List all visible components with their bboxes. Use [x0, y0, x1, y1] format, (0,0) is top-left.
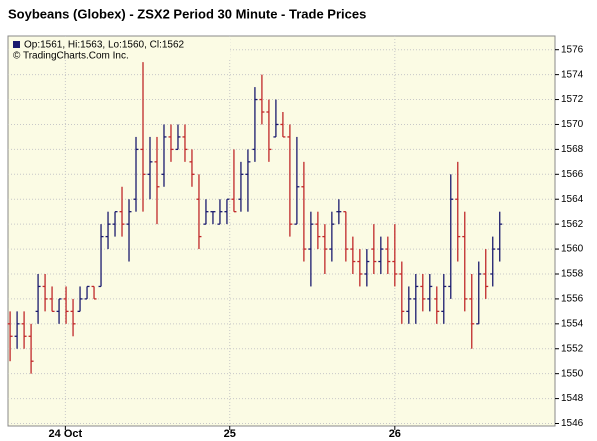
x-tick-label: 24 Oct — [49, 428, 83, 440]
y-tick-label: 1576 — [561, 44, 584, 55]
y-tick-label: 1568 — [561, 144, 584, 155]
x-tick-label: 25 — [224, 428, 236, 440]
y-tick-label: 1562 — [561, 219, 584, 230]
legend-text: Op:1561, Hi:1563, Lo:1560, Cl:1562 — [24, 40, 185, 51]
y-tick-label: 1554 — [561, 318, 584, 329]
y-tick-label: 1560 — [561, 244, 584, 255]
legend-box — [10, 38, 230, 60]
y-tick-label: 1546 — [561, 418, 584, 429]
y-tick-label: 1548 — [561, 393, 584, 404]
plot-area — [7, 35, 556, 427]
y-tick-label: 1556 — [561, 294, 584, 305]
copyright: © TradingCharts.Com Inc. — [13, 51, 129, 62]
y-tick-label: 1574 — [561, 69, 584, 80]
x-tick-label: 26 — [389, 428, 401, 440]
chart-title: Soybeans (Globex) - ZSX2 Period 30 Minut… — [8, 6, 366, 21]
y-tick-label: 1572 — [561, 94, 584, 105]
y-tick-label: 1558 — [561, 269, 584, 280]
y-tick-label: 1552 — [561, 343, 584, 354]
y-tick-label: 1570 — [561, 119, 584, 130]
y-tick-label: 1564 — [561, 194, 584, 205]
y-tick-label: 1566 — [561, 169, 584, 180]
y-tick-label: 1550 — [561, 368, 584, 379]
legend-swatch — [13, 41, 20, 48]
